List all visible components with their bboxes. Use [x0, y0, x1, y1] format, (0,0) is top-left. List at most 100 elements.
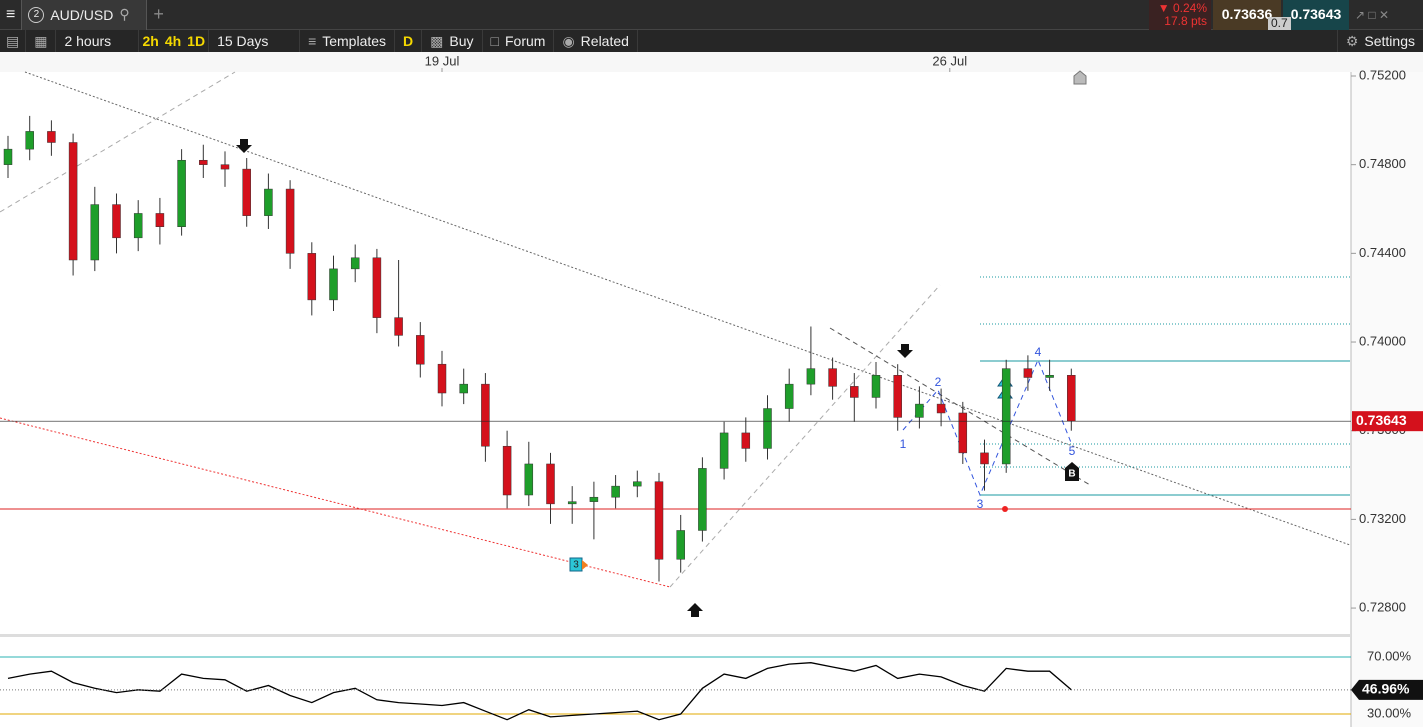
candle-body [654, 481, 664, 560]
templates[interactable]: ≡ Templates [299, 30, 394, 52]
candle-body [3, 148, 13, 165]
y-tick-label: 0.74400 [1359, 245, 1406, 260]
rsi-line [7, 662, 1072, 721]
candle-body [481, 383, 490, 447]
candle-body [871, 375, 881, 398]
tab[interactable]: 2 AUD/USD ⚲ [21, 0, 148, 30]
fib-levels [980, 276, 1350, 496]
layout-icon[interactable]: ▦ [25, 30, 55, 52]
price-axis-bg [1351, 72, 1423, 727]
candle-body [329, 268, 338, 301]
candle-body [133, 213, 143, 239]
add-tab[interactable]: + [153, 4, 164, 24]
interval[interactable]: 2 hours [55, 30, 138, 52]
search-icon[interactable]: ⚲ [119, 6, 130, 22]
change-pts: 17.8 pts [1164, 13, 1207, 28]
candle-body [850, 386, 859, 398]
badge-label: B [1068, 469, 1075, 480]
candle-body [437, 363, 447, 394]
badge-pointer [582, 560, 588, 570]
buy-price[interactable]: 0.73643 [1283, 0, 1349, 30]
candle-body [416, 335, 425, 365]
interval-4h[interactable]: 4h [164, 33, 182, 49]
candle-body [806, 368, 816, 385]
candle-body [1045, 375, 1054, 378]
channel-line [669, 284, 941, 588]
candle-body [502, 445, 512, 496]
spread: 0.7 [1268, 17, 1291, 30]
candle-body [936, 403, 946, 414]
signal-dot [1002, 506, 1008, 512]
settings[interactable]: ⚙ Settings [1336, 30, 1423, 52]
candle-body [567, 501, 577, 505]
interval-2h[interactable]: 2h [138, 30, 161, 52]
candle-body [90, 204, 100, 261]
candle-body [459, 383, 468, 394]
down-arrow [897, 344, 913, 358]
list-icon[interactable]: ▤ [6, 32, 20, 49]
x-tick-label: 26 Jul [932, 53, 967, 68]
window-controls[interactable]: ↗ □ ✕ [1355, 7, 1390, 22]
menu-icon[interactable]: ≡ [6, 5, 16, 23]
range[interactable]: 15 Days [208, 30, 299, 52]
candle-body [242, 168, 251, 216]
settings-label: Settings [1364, 33, 1415, 49]
candle-body [68, 142, 78, 261]
date-axis-bg [0, 52, 1423, 72]
rsi-current-label: 46.96% [1362, 681, 1410, 697]
forum-label: Forum [505, 33, 546, 49]
sell-price[interactable]: 0.73636 [1213, 0, 1281, 30]
panel-separator [0, 634, 1351, 637]
down-arrow [236, 139, 252, 153]
candle-body [177, 159, 186, 227]
candle-body [372, 257, 382, 318]
candle-body [741, 432, 751, 449]
candle-body [264, 188, 273, 216]
buy-button[interactable]: ▩ Buy [421, 30, 481, 52]
candle-body [350, 257, 360, 270]
forum[interactable]: □ Forum [481, 30, 554, 52]
candle-body [220, 164, 230, 170]
candle-body [524, 463, 534, 496]
candle-body [285, 188, 295, 254]
badge-label: 3 [573, 560, 579, 571]
toolbar: ▤ ▦ 2 hours 2h 4h 1D 15 Days ≡ Templates … [0, 30, 1423, 52]
top-bar: ≡ 2 AUD/USD ⚲ + ▼ 0.24% 17.8 pts 0.73636… [0, 0, 1423, 30]
tab-number: 2 [28, 6, 45, 23]
candle-body [47, 131, 56, 143]
d-button[interactable]: D [394, 30, 421, 52]
current-price-box [1352, 411, 1423, 432]
candle-body [698, 468, 707, 531]
symbol: AUD/USD [50, 6, 114, 23]
candle-body [199, 159, 208, 165]
interval-1d[interactable]: 1D [187, 33, 206, 49]
candle-body [915, 403, 924, 418]
candle-body [1067, 375, 1076, 422]
candle-body [719, 432, 729, 469]
candle-body [980, 452, 989, 465]
candle-body [1023, 368, 1033, 378]
y-tick-label: 0.75200 [1359, 67, 1406, 82]
candle-body [1001, 368, 1011, 465]
related[interactable]: ◉ Related [553, 30, 636, 52]
y-tick-label: 30.00% [1367, 705, 1412, 720]
candle-body [25, 131, 34, 150]
channel-line [829, 327, 1091, 486]
up-arrow [687, 603, 703, 617]
wave-labels: 1 2 3 4 5 [900, 345, 1076, 511]
candle-body [546, 463, 555, 505]
badge [1065, 462, 1079, 481]
buy-label: Buy [449, 33, 474, 49]
marker-icon [1073, 70, 1087, 85]
wave-label: 1 [900, 437, 907, 451]
candle-body [633, 481, 642, 487]
channel-line [0, 71, 236, 213]
candle-body [155, 213, 165, 227]
candle-body [676, 530, 685, 560]
candle-body [763, 408, 772, 449]
support-line [0, 417, 671, 588]
candle-body [828, 368, 837, 387]
templates-label: Templates [322, 33, 387, 49]
